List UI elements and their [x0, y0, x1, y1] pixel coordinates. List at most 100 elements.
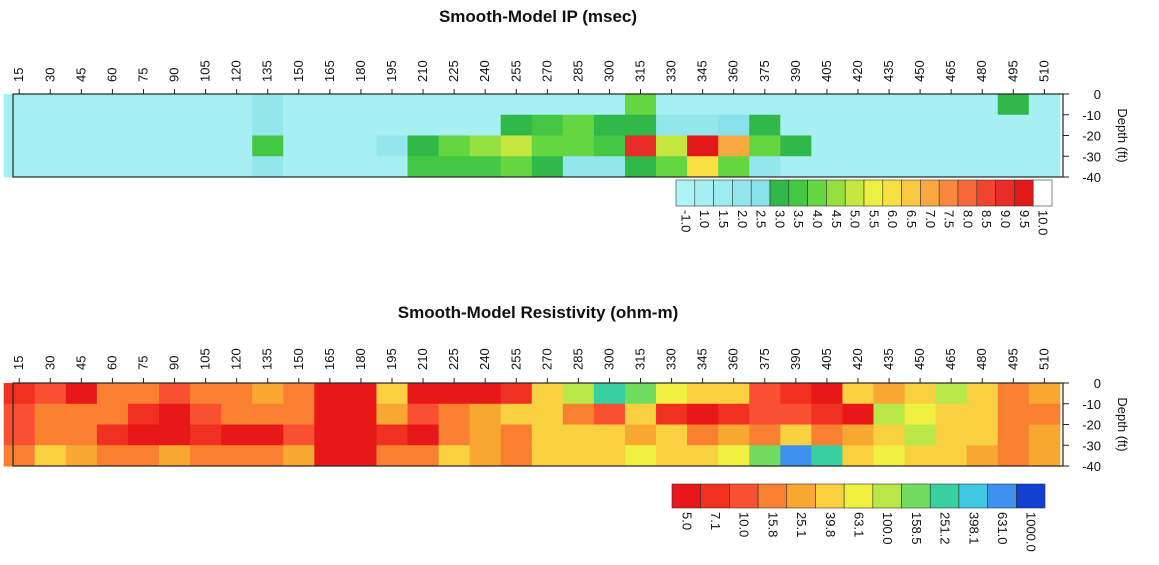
heat-cell — [314, 403, 346, 425]
heat-cell — [718, 156, 750, 178]
heat-cell — [811, 424, 843, 446]
y-axis-label: Depth (ft) — [1115, 108, 1130, 162]
heat-cell — [159, 135, 191, 157]
chart-title: Smooth-Model Resistivity (ohm-m) — [398, 303, 679, 322]
heat-cell — [407, 114, 440, 136]
heat-cell — [997, 156, 1030, 178]
legend-swatch — [807, 179, 827, 207]
heat-cell — [252, 424, 284, 446]
heat-cell — [562, 94, 595, 116]
legend-swatch — [1032, 179, 1053, 207]
heat-cell — [997, 135, 1030, 157]
heat-cell — [562, 114, 595, 136]
legend-swatch — [901, 179, 921, 207]
legend-label: 15.8 — [765, 512, 780, 537]
heat-cell — [624, 445, 657, 467]
legend-swatch — [750, 179, 771, 207]
heat-cell — [3, 135, 36, 157]
legend-label: 8.5 — [979, 210, 994, 228]
heat-cell — [873, 424, 906, 446]
heat-cell — [376, 135, 409, 157]
heat-cell — [127, 383, 160, 405]
heat-cell — [34, 424, 67, 446]
heat-cell — [842, 114, 875, 136]
heat-cell — [780, 156, 812, 178]
heat-cell — [127, 156, 160, 178]
heat-cell — [159, 445, 191, 467]
heat-cell — [811, 114, 843, 136]
heat-cell — [966, 135, 999, 157]
x-tick-label: 15 — [11, 356, 26, 370]
heat-cell — [65, 403, 98, 425]
heat-cell — [190, 94, 222, 116]
legend-swatch — [769, 179, 790, 207]
heat-cell — [314, 383, 346, 405]
x-tick-label: 165 — [322, 60, 337, 82]
x-tick-label: 420 — [850, 60, 865, 82]
heat-cell — [96, 445, 129, 467]
legend-label: 4.5 — [829, 210, 844, 228]
heat-cell — [221, 156, 253, 178]
heat-cell — [127, 94, 160, 116]
x-tick-label: 480 — [974, 60, 989, 82]
heat-cell — [190, 156, 222, 178]
heat-cell — [65, 445, 98, 467]
heat-cell — [842, 94, 875, 116]
heat-cell — [438, 403, 471, 425]
x-tick-label: 105 — [198, 60, 213, 82]
heat-cell — [469, 156, 502, 178]
heat-cell — [314, 424, 346, 446]
x-tick-label: 30 — [42, 68, 57, 82]
legend-swatch — [957, 179, 978, 207]
heat-cell — [3, 156, 36, 178]
x-tick-label: 345 — [695, 348, 710, 370]
x-tick-label: 15 — [11, 68, 26, 82]
heat-cell — [904, 403, 937, 425]
x-tick-label: 135 — [260, 348, 275, 370]
heat-cell — [749, 403, 781, 425]
x-tick-label: 60 — [104, 356, 119, 370]
heat-cell — [749, 424, 781, 446]
heat-cell — [345, 383, 377, 405]
y-tick-label: -20 — [1082, 129, 1101, 144]
heat-cell — [873, 94, 906, 116]
heat-cell — [997, 445, 1030, 467]
heat-cell — [1028, 156, 1061, 178]
heat-cell — [500, 135, 533, 157]
heat-cell — [159, 156, 191, 178]
heat-cell — [935, 135, 968, 157]
heat-cell — [190, 135, 222, 157]
legend-swatch — [882, 179, 902, 207]
x-tick-label: 285 — [570, 348, 585, 370]
x-tick-label: 225 — [446, 348, 461, 370]
legend-label: 7.5 — [942, 210, 957, 228]
heat-cell — [469, 114, 502, 136]
legend-swatch — [843, 483, 874, 509]
heat-cell — [749, 94, 781, 116]
heat-cell — [780, 94, 812, 116]
heat-cell — [345, 94, 377, 116]
heat-cell — [376, 383, 409, 405]
legend-swatch — [844, 179, 865, 207]
heat-cell — [531, 445, 564, 467]
heat-cell — [252, 135, 284, 157]
heat-cell — [842, 403, 875, 425]
x-tick-label: 435 — [881, 348, 896, 370]
heat-cell — [221, 424, 253, 446]
heat-cell — [904, 383, 937, 405]
legend-label: 63.1 — [852, 512, 867, 537]
heat-cell — [283, 135, 315, 157]
heat-cell — [3, 94, 36, 116]
heat-cell — [531, 403, 564, 425]
heat-cell — [314, 156, 346, 178]
x-tick-label: 360 — [726, 348, 741, 370]
heat-cell — [873, 135, 906, 157]
heat-cell — [314, 114, 346, 136]
heat-cell — [656, 403, 688, 425]
heat-cell — [65, 135, 98, 157]
heat-cell — [749, 383, 781, 405]
x-tick-label: 75 — [135, 356, 150, 370]
heat-cell — [935, 156, 968, 178]
heat-cell — [500, 403, 533, 425]
heat-cell — [1028, 94, 1061, 116]
